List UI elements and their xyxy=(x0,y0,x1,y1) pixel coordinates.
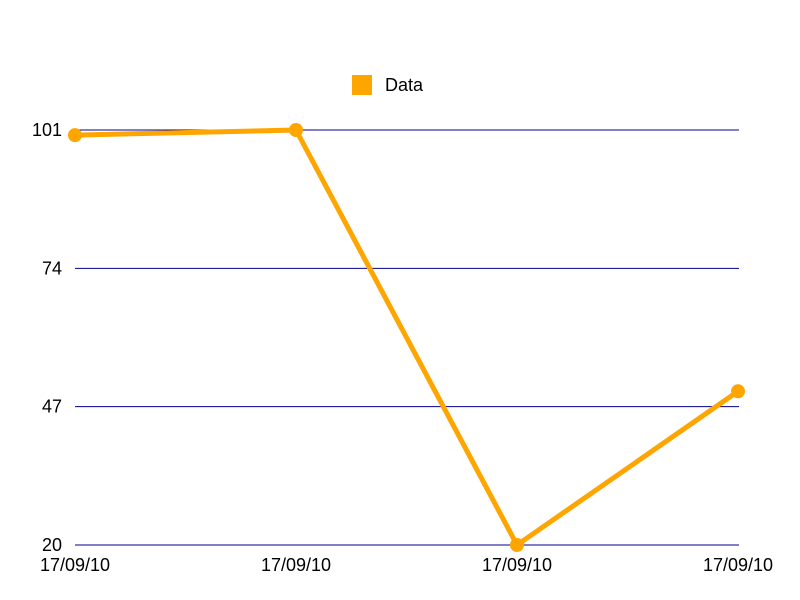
grid-layer xyxy=(75,129,739,546)
x-tick-label: 17/09/10 xyxy=(482,555,552,575)
x-tick-label: 17/09/10 xyxy=(703,555,773,575)
x-tick-label: 17/09/10 xyxy=(261,555,331,575)
x-axis-ticks: 17/09/10 17/09/10 17/09/10 17/09/10 xyxy=(40,555,773,575)
series-layer xyxy=(68,123,745,552)
data-point xyxy=(289,123,303,137)
legend-swatch xyxy=(352,75,372,95)
y-tick-label: 74 xyxy=(42,258,62,278)
y-tick-label: 101 xyxy=(32,120,62,140)
legend-label: Data xyxy=(385,75,424,95)
data-point xyxy=(731,384,745,399)
data-point xyxy=(510,538,524,552)
legend: Data xyxy=(352,75,424,95)
y-axis-ticks: 20 47 74 101 xyxy=(32,120,62,555)
data-point xyxy=(68,128,82,143)
y-tick-label: 20 xyxy=(42,535,62,555)
series-line xyxy=(72,127,741,548)
y-tick-label: 47 xyxy=(42,397,62,417)
x-tick-label: 17/09/10 xyxy=(40,555,110,575)
